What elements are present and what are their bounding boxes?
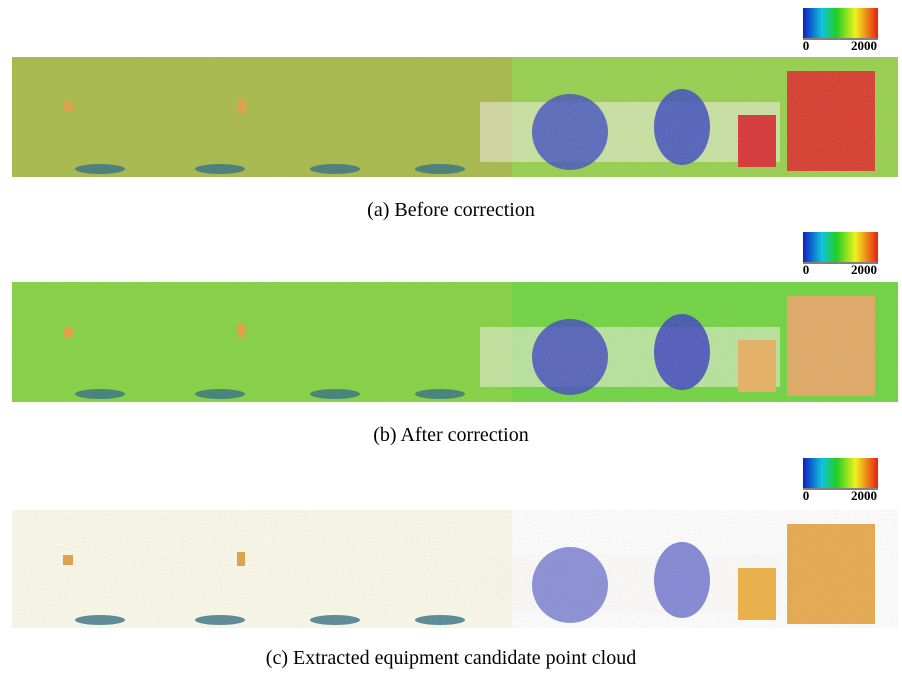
point-cloud-image [12, 282, 898, 402]
figure: 0 2000 (a) Before correction 0 2000 (b) After… [0, 0, 902, 673]
caption: (c) Extracted equipment candidate point … [266, 647, 636, 669]
colorbar [803, 8, 878, 38]
colorbar [803, 458, 878, 488]
noise [12, 57, 898, 177]
colorbar-min: 0 [803, 38, 810, 53]
caption: (a) Before correction [367, 199, 535, 221]
colorbar-max: 2000 [851, 262, 877, 277]
noise [12, 510, 898, 628]
colorbar [803, 232, 878, 262]
caption: (b) After correction [373, 424, 528, 446]
panel: 0 2000 (a) Before correction [12, 8, 898, 221]
panel: 0 2000 (c) Extracted equipment candidate p… [12, 458, 898, 669]
colorbar-min: 0 [803, 262, 810, 277]
point-cloud-image [12, 57, 898, 177]
panel: 0 2000 (b) After correction [12, 232, 898, 446]
colorbar-max: 2000 [851, 38, 877, 53]
noise [12, 282, 898, 402]
colorbar-min: 0 [803, 488, 810, 503]
colorbar-max: 2000 [851, 488, 877, 503]
point-cloud-image [12, 510, 898, 628]
